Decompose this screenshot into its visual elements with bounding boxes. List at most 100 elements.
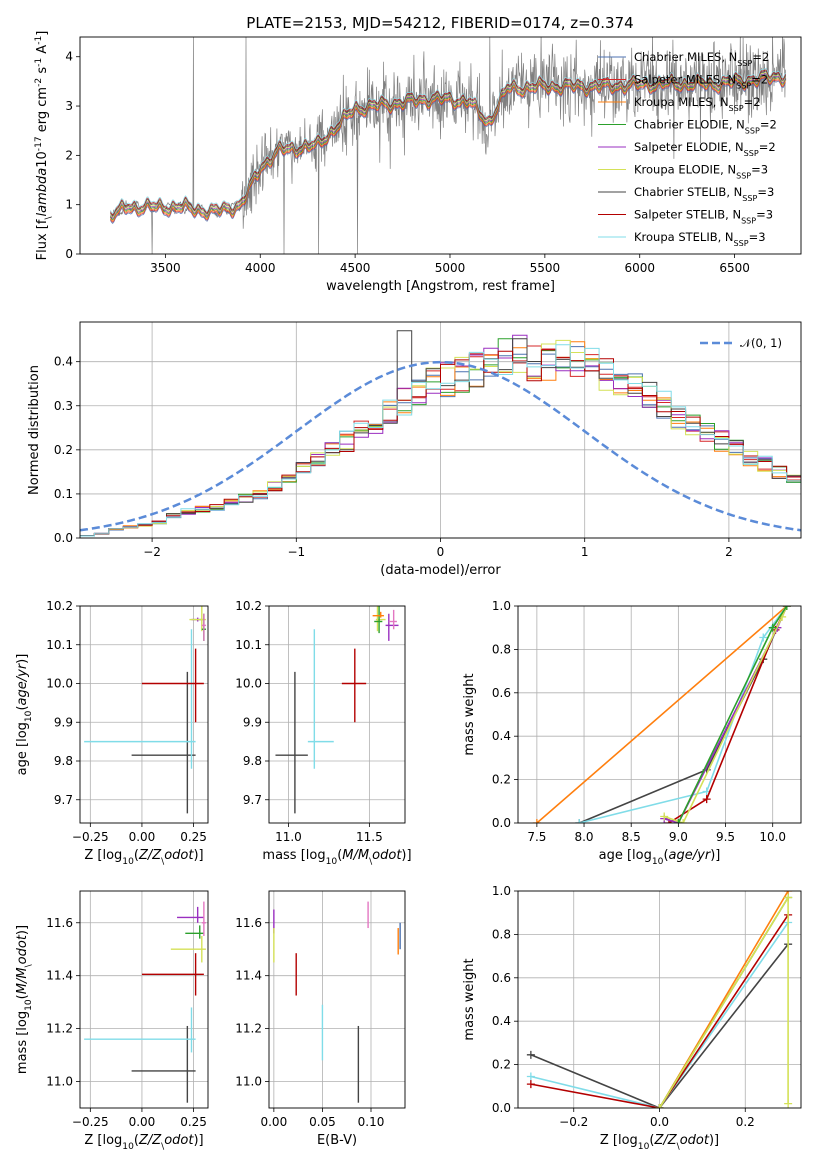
plot-age_vs_mass: 11.0 11.5 9.7 9.8 9.9 10.0 10.1 10.2 mass [log10… <box>235 599 411 867</box>
model-chabrier_miles <box>110 78 786 224</box>
plot-mass_vs_ebv: 0.00 0.05 0.10 11.0 11.2 11.4 11.6 E(B-V) <box>235 890 406 1148</box>
y-tick-label: 11.6 <box>235 916 262 930</box>
y-tick-label: 0.0 <box>492 1101 511 1115</box>
x-axis-label: wavelength [Angstrom, rest frame] <box>326 279 555 294</box>
x-tick-label: 0.25 <box>180 830 207 844</box>
x-tick-label: 5500 <box>530 261 561 275</box>
y-tick-label: 9.8 <box>243 754 262 768</box>
y-tick-label: 9.9 <box>243 715 262 729</box>
x-tick-label: 0.0 <box>650 1115 669 1129</box>
point-pink <box>388 609 397 630</box>
x-tick-label: 0.05 <box>309 1115 336 1129</box>
y-tick-label: 10.1 <box>46 638 73 652</box>
y-axis-label: Normed distribution <box>27 365 42 495</box>
x-tick-label: 0.2 <box>736 1115 755 1129</box>
y-tick-label: 11.0 <box>46 1075 73 1089</box>
plus-marker <box>759 633 768 642</box>
y-tick-label: 0.2 <box>492 1058 511 1072</box>
plot-mass_vs_Z: −0.25 0.00 0.25 11.0 11.2 11.4 11.6 Z [log10(Z/… <box>15 890 209 1152</box>
y-tick-label: 2 <box>65 148 73 162</box>
x-tick-label: 0.10 <box>358 1115 385 1129</box>
point-chabrier_stelib <box>131 1025 196 1103</box>
x-axis-label: (data-model)/error <box>380 563 501 578</box>
x-tick-label: 6500 <box>719 261 750 275</box>
model-chabrier_elodie <box>110 74 786 221</box>
y-axis-label: mass weight <box>462 958 477 1040</box>
y-axis-label: age [log10(age/yr)] <box>15 654 34 776</box>
model-kroupa_elodie <box>110 72 786 218</box>
axes-frame <box>79 890 209 1109</box>
x-tick-label: −2 <box>143 545 161 559</box>
x-tick-label: 0.00 <box>129 1115 156 1129</box>
x-tick-label: 4000 <box>245 261 276 275</box>
y-tick-label: 0.2 <box>54 443 73 457</box>
series-line <box>530 914 789 1108</box>
x-tick-label: −0.2 <box>559 1115 588 1129</box>
y-tick-label: 10.0 <box>46 677 73 691</box>
legend-label: Kroupa STELIB, NSSP=3 <box>634 230 766 248</box>
y-tick-label: 0.4 <box>492 729 511 743</box>
x-tick-label: 11.5 <box>356 830 383 844</box>
series-line <box>658 894 789 1108</box>
x-tick-label: 0 <box>437 545 445 559</box>
plot-area <box>80 330 801 538</box>
x-tick-label: 0.00 <box>260 1115 287 1129</box>
x-axis-label: Z [log10(Z/Z\odot)] <box>84 1133 203 1152</box>
plus-marker <box>655 1104 664 1108</box>
plus-marker <box>784 893 793 902</box>
y-tick-label: 9.8 <box>54 754 73 768</box>
y-tick-label: 0 <box>65 247 73 261</box>
point-kroupa_stelib <box>84 1007 196 1053</box>
y-tick-label: 0.6 <box>492 971 511 985</box>
series-kroupa_miles <box>655 891 793 1108</box>
x-tick-label: 0.00 <box>129 830 156 844</box>
axes-frame <box>268 890 406 1109</box>
gridlines <box>80 891 208 1108</box>
y-tick-label: 3 <box>65 99 73 113</box>
x-tick-label: 3500 <box>150 261 181 275</box>
x-axis-label: mass [log10(M/M\odot)] <box>262 848 411 867</box>
legend-label: Chabrier MILES, NSSP=2 <box>634 50 769 68</box>
y-tick-label: 0.8 <box>492 642 511 656</box>
point-salpeter_elodie <box>177 906 204 923</box>
y-tick-label: 0.1 <box>54 487 73 501</box>
point-kroupa_elodie <box>375 606 386 632</box>
x-tick-label: 9.0 <box>669 830 688 844</box>
plot-mass_weight_vs_Z: −0.2 0.0 0.2 0.0 0.2 0.4 0.6 0.8 1.0 Z [log10(Z/Z… <box>462 884 802 1152</box>
plus-marker <box>782 606 791 610</box>
point-salpeter_stelib <box>141 648 204 723</box>
x-tick-label: 1 <box>581 545 589 559</box>
model-salpeter_stelib <box>110 69 786 216</box>
plus-marker <box>784 1099 793 1108</box>
plus-marker <box>660 812 669 821</box>
point-chabrier_elodie <box>185 925 204 939</box>
y-tick-label: 4 <box>65 50 73 64</box>
plus-marker <box>526 1080 535 1089</box>
series-line <box>579 606 788 823</box>
axes-frame <box>79 605 209 824</box>
y-axis-label: Flux [f\lambda10-17 erg cm-2 s-1 A-1] <box>34 31 54 261</box>
y-tick-label: 0.4 <box>54 355 73 369</box>
y-tick-label: 11.4 <box>235 969 262 983</box>
plus-marker <box>575 819 584 823</box>
plus-marker <box>768 623 777 632</box>
y-tick-label: 1.0 <box>492 884 511 898</box>
x-axis-label: Z [log10(Z/Z\odot)] <box>84 848 203 867</box>
series-kroupa_miles <box>532 606 791 823</box>
point-kroupa_elodie <box>170 935 206 963</box>
hist-kroupa_stelib <box>80 344 801 538</box>
y-tick-label: 0.6 <box>492 686 511 700</box>
x-tick-label: 7.5 <box>527 830 546 844</box>
point-kroupa_stelib <box>307 629 334 769</box>
plus-marker <box>526 1072 535 1081</box>
point-salpeter_stelib <box>141 953 204 996</box>
x-axis-label: E(B-V) <box>317 1133 357 1148</box>
x-tick-label: 11.0 <box>275 830 302 844</box>
y-tick-label: 11.0 <box>235 1075 262 1089</box>
plus-marker <box>674 819 683 823</box>
legend-label: Kroupa ELODIE, NSSP=3 <box>634 163 768 181</box>
point-chabrier_stelib <box>275 671 308 814</box>
gridlines <box>80 605 208 823</box>
axes-frame <box>517 605 802 824</box>
